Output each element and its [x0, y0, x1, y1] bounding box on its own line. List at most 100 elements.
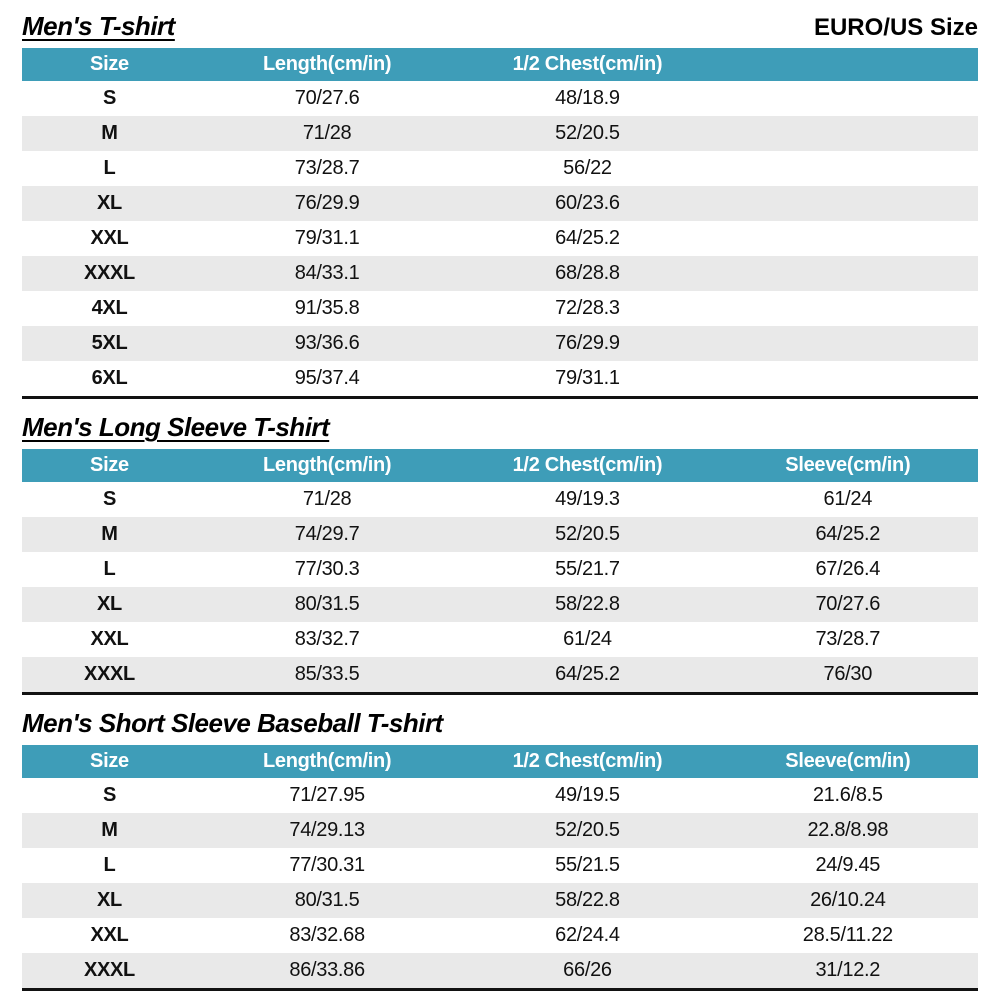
value-cell: 83/32.7	[294, 627, 360, 650]
value-cell	[718, 291, 978, 326]
size-cell: 6XL	[91, 366, 128, 389]
size-cell: L	[103, 853, 116, 876]
section-mens-long-sleeve: Men's Long Sleeve T-shirt Size Length(cm/…	[22, 411, 978, 695]
table-row: M 71/28 52/20.5	[22, 115, 978, 151]
size-cell: XXL	[90, 923, 129, 946]
value-cell: 67/26.4	[815, 557, 881, 580]
value-cell: 73/28.7	[815, 627, 881, 650]
column-header: Size	[22, 448, 197, 482]
header-row: Men's T-shirt EURO/US Size	[22, 11, 978, 42]
value-cell: 76/29.9	[555, 331, 620, 354]
value-cell: 73/28.7	[294, 156, 360, 179]
table-title-mens-tshirt: Men's T-shirt	[22, 11, 175, 41]
value-cell: 70/27.6	[294, 86, 360, 109]
section-mens-tshirt: Men's T-shirt EURO/US Size Size Length(cm…	[22, 11, 978, 399]
size-cell: M	[101, 121, 118, 144]
value-cell: 74/29.13	[289, 818, 365, 841]
table-row: 6XL 95/37.4 79/31.1	[22, 360, 978, 398]
value-cell: 21.6/8.5	[812, 783, 883, 806]
column-header: 1/2 Chest(cm/in)	[457, 744, 718, 778]
value-cell: 61/24	[563, 627, 612, 650]
size-cell: M	[101, 522, 118, 545]
value-cell	[718, 186, 978, 221]
table-row: 5XL 93/36.6 76/29.9	[22, 325, 978, 361]
value-cell: 60/23.6	[555, 191, 620, 214]
value-cell: 77/30.31	[289, 853, 365, 876]
value-cell: 68/28.8	[555, 261, 620, 284]
value-cell	[718, 151, 978, 186]
table-header-row: Size Length(cm/in) 1/2 Chest(cm/in)	[22, 47, 978, 81]
size-cell: XXXL	[83, 261, 135, 284]
title-row: Men's Long Sleeve T-shirt	[22, 411, 978, 443]
table-row: XXL 83/32.7 61/24 73/28.7	[22, 621, 978, 657]
table-row: S 71/27.95 49/19.5 21.6/8.5	[22, 777, 978, 813]
value-cell: 49/19.3	[555, 487, 620, 510]
column-header: Size	[22, 744, 197, 778]
table-title-mens-long-sleeve: Men's Long Sleeve T-shirt	[22, 411, 330, 442]
table-header-row: Size Length(cm/in) 1/2 Chest(cm/in) Sleeve(…	[22, 448, 978, 482]
value-cell: 95/37.4	[294, 366, 360, 389]
value-cell: 64/25.2	[555, 226, 620, 249]
size-cell: XXXL	[83, 662, 135, 685]
table-row: XL 76/29.9 60/23.6	[22, 185, 978, 221]
value-cell: 79/31.1	[555, 366, 620, 389]
value-cell	[718, 256, 978, 291]
value-cell: 71/27.95	[289, 783, 365, 806]
table-row: L 77/30.31 55/21.5 24/9.45	[22, 847, 978, 883]
value-cell: 66/26	[563, 958, 612, 981]
value-cell: 58/22.8	[555, 888, 620, 911]
size-cell: L	[103, 156, 116, 179]
value-cell: 62/24.4	[555, 923, 620, 946]
title-row: Men's Short Sleeve Baseball T-shirt	[22, 708, 978, 739]
column-header: Sleeve(cm/in)	[717, 448, 978, 482]
value-cell: 61/24	[823, 487, 873, 510]
size-cell: XXL	[90, 226, 129, 249]
table-row: XXXL 86/33.86 66/26 31/12.2	[22, 952, 978, 990]
value-cell: 28.5/11.22	[802, 923, 893, 946]
value-cell: 76/30	[823, 662, 873, 685]
value-cell: 48/18.9	[555, 86, 620, 109]
size-cell: S	[102, 783, 116, 806]
value-cell: 52/20.5	[555, 522, 620, 545]
column-header: Length(cm/in)	[196, 744, 458, 778]
table-row: XL 80/31.5 58/22.8 26/10.24	[22, 882, 978, 918]
size-cell: S	[102, 487, 116, 510]
value-cell: 83/32.68	[289, 923, 365, 946]
value-cell: 31/12.2	[815, 958, 881, 981]
value-cell: 80/31.5	[294, 888, 360, 911]
value-cell: 24/9.45	[815, 853, 881, 876]
value-cell: 72/28.3	[555, 296, 620, 319]
table-row: XXL 79/31.1 64/25.2	[22, 220, 978, 256]
value-cell: 91/35.8	[294, 296, 360, 319]
value-cell: 26/10.24	[810, 888, 886, 911]
table-row: M 74/29.7 52/20.5 64/25.2	[22, 516, 978, 552]
column-header: Sleeve(cm/in)	[717, 744, 978, 778]
value-cell: 55/21.7	[555, 557, 620, 580]
column-header: 1/2 Chest(cm/in)	[457, 448, 718, 482]
value-cell	[718, 116, 978, 151]
column-header: Length(cm/in)	[196, 47, 458, 81]
value-cell: 74/29.7	[294, 522, 360, 545]
size-cell: L	[103, 557, 116, 580]
value-cell	[718, 326, 978, 361]
table-row: L 73/28.7 56/22	[22, 150, 978, 186]
table-row: 4XL 91/35.8 72/28.3	[22, 290, 978, 326]
value-cell: 77/30.3	[294, 557, 360, 580]
table-header-row: Size Length(cm/in) 1/2 Chest(cm/in) Sleeve(…	[22, 744, 978, 778]
mens-tshirt-table: Size Length(cm/in) 1/2 Chest(cm/in) S 70/27…	[22, 47, 978, 399]
value-cell: 79/31.1	[294, 226, 360, 249]
size-cell: XXXL	[83, 958, 135, 981]
value-cell: 52/20.5	[555, 818, 620, 841]
column-header: Length(cm/in)	[196, 448, 458, 482]
column-header: 1/2 Chest(cm/in)	[457, 47, 718, 81]
table-row: S 71/28 49/19.3 61/24	[22, 481, 978, 517]
size-cell: XL	[96, 592, 122, 615]
table-row: L 77/30.3 55/21.7 67/26.4	[22, 551, 978, 587]
size-cell: 4XL	[91, 296, 128, 319]
value-cell: 85/33.5	[294, 662, 360, 685]
table-row: XXXL 85/33.5 64/25.2 76/30	[22, 656, 978, 694]
column-header: Size	[22, 47, 197, 81]
value-cell: 70/27.6	[815, 592, 881, 615]
value-cell: 64/25.2	[815, 522, 881, 545]
